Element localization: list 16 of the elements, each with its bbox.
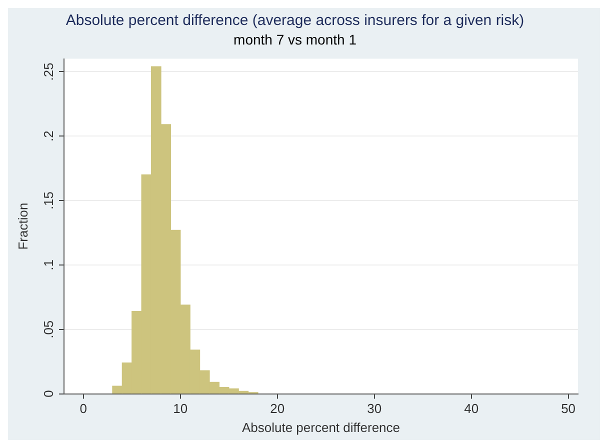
x-tick-label: 0 — [80, 401, 88, 416]
x-tick-label: 30 — [367, 401, 382, 416]
x-tick-label: 40 — [464, 401, 479, 416]
x-tick-label: 20 — [270, 401, 285, 416]
y-tick-label: 0 — [41, 390, 56, 398]
y-tick-label: .05 — [41, 320, 56, 338]
x-tick-label: 50 — [561, 401, 576, 416]
y-tick-label: .2 — [41, 130, 56, 142]
y-tick-label: .25 — [41, 62, 56, 81]
chart-subtitle: month 7 vs month 1 — [234, 31, 357, 48]
chart-title: Absolute percent difference (average across insurers for a given risk) — [66, 12, 524, 30]
y-tick-label: .15 — [41, 191, 56, 210]
y-axis-title: Fraction — [15, 202, 30, 250]
y-tick-label: .1 — [41, 260, 56, 270]
x-tick-label: 10 — [173, 401, 188, 416]
x-axis-title: Absolute percent difference — [242, 420, 400, 435]
